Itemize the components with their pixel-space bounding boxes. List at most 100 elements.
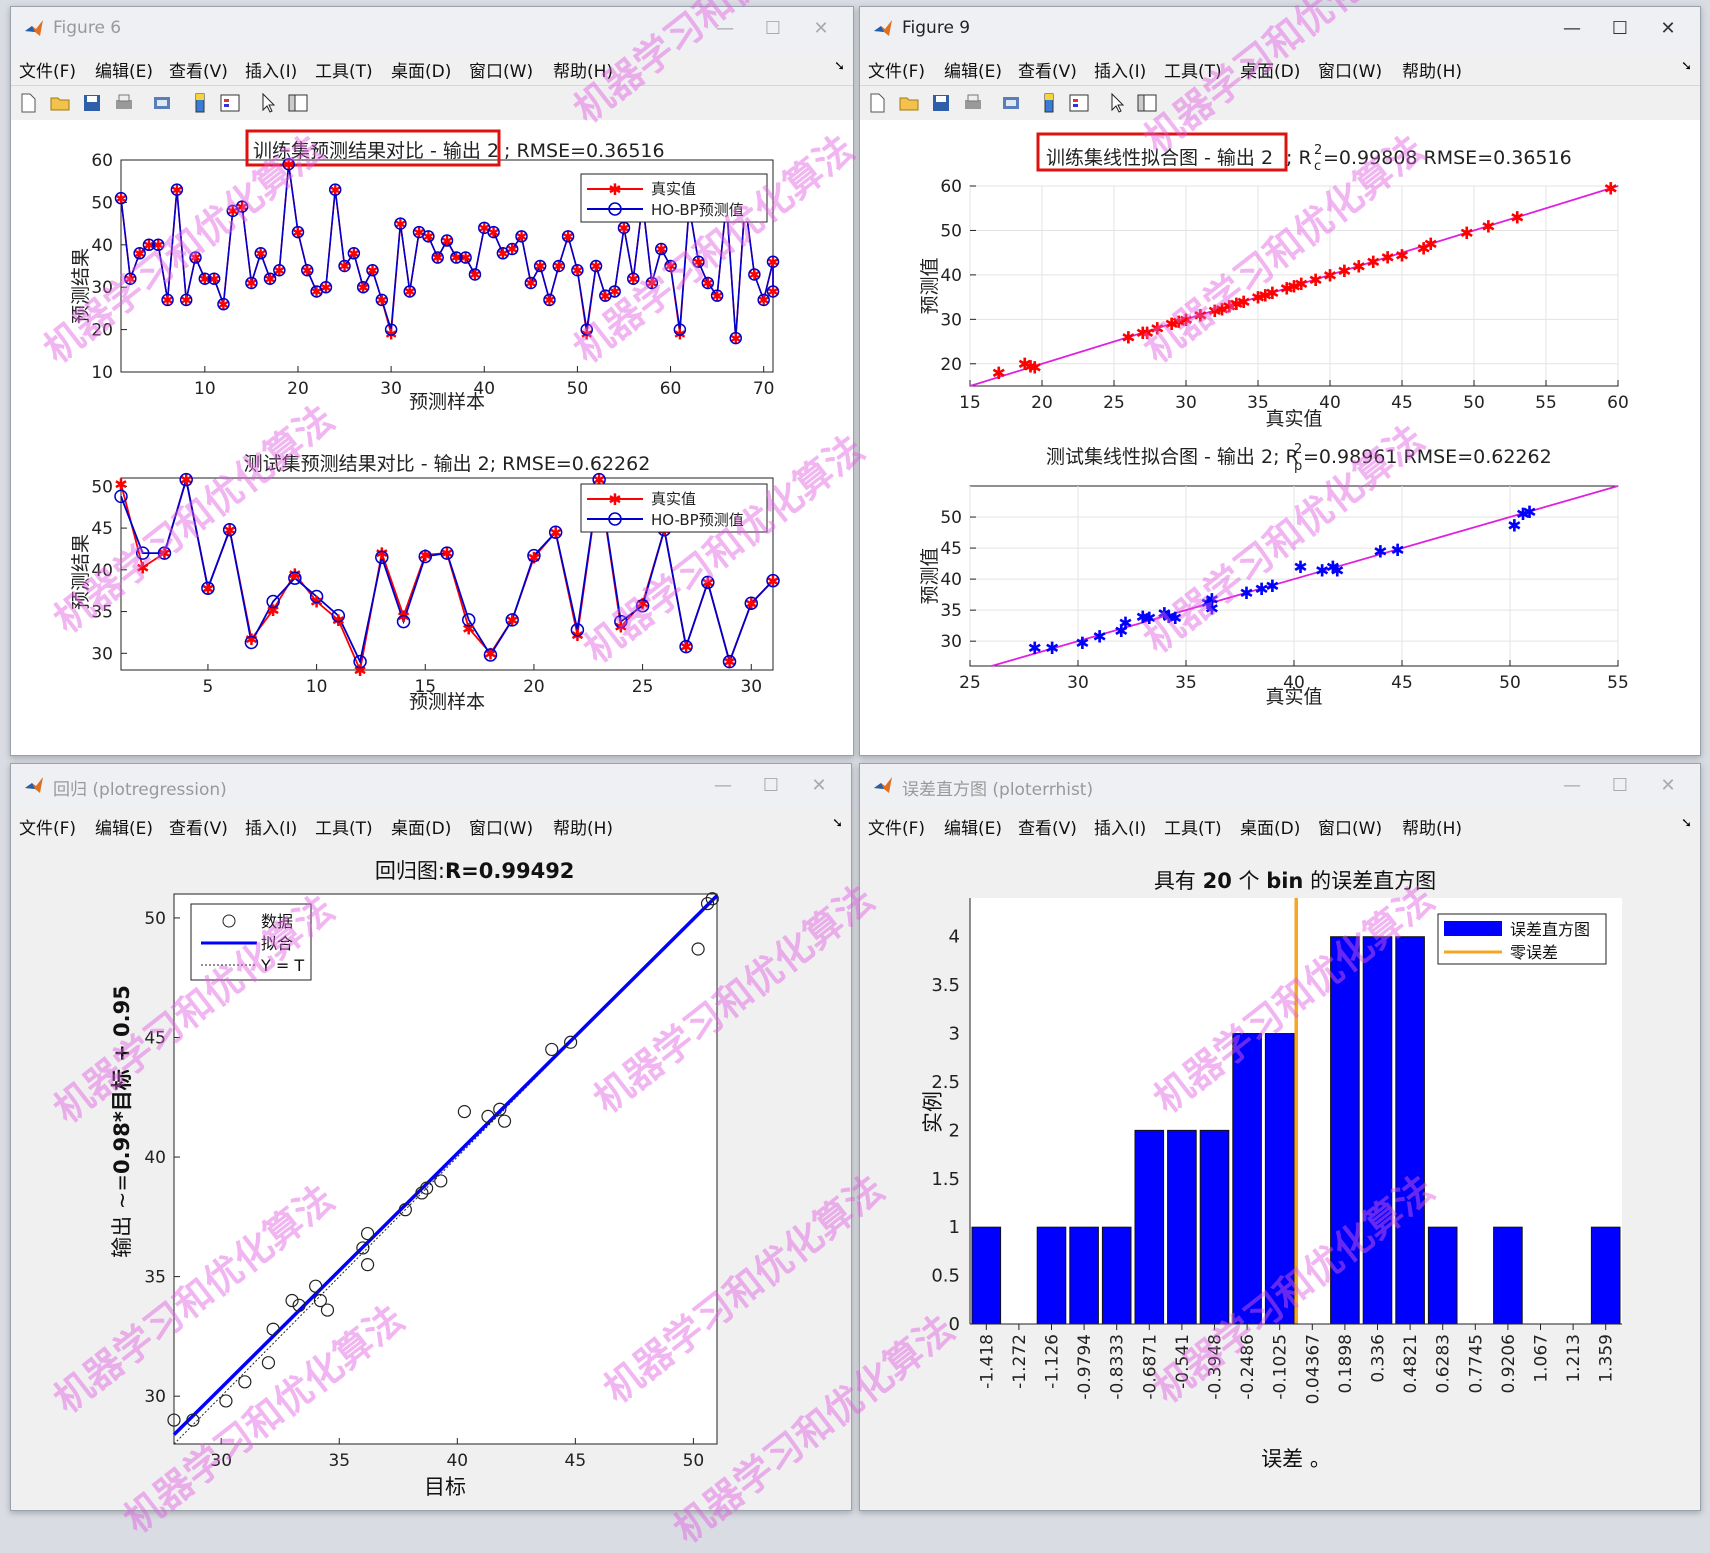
toolbar xyxy=(11,85,853,121)
menu-desktop[interactable]: 桌面(D) xyxy=(391,62,452,82)
menu-collapse-icon[interactable]: ➘ xyxy=(1681,59,1692,74)
menu-tools[interactable]: 工具(T) xyxy=(1164,819,1222,839)
colorbar-icon[interactable] xyxy=(1038,92,1060,114)
regression-legend: 数据 拟合 Y = T xyxy=(190,903,312,981)
pred-point xyxy=(375,550,389,565)
data-point xyxy=(285,1293,299,1308)
menu-tools[interactable]: 工具(T) xyxy=(315,62,373,82)
save-icon[interactable] xyxy=(81,92,103,114)
menu-window[interactable]: 窗口(W) xyxy=(1318,62,1383,82)
menu-edit[interactable]: 编辑(E) xyxy=(95,819,154,839)
regression-titlebar[interactable]: 回归 (plotregression) — ☐ ✕ xyxy=(11,764,851,808)
minimize-icon[interactable]: — xyxy=(1563,775,1581,796)
menu-help[interactable]: 帮助(H) xyxy=(1402,62,1463,82)
menu-collapse-icon[interactable]: ➘ xyxy=(1681,816,1692,831)
menu-view[interactable]: 查看(V) xyxy=(169,62,228,82)
menu-collapse-icon[interactable]: ➘ xyxy=(832,816,843,831)
figure6-titlebar[interactable]: Figure 6 — ☐ ✕ xyxy=(11,7,853,51)
open-folder-icon[interactable] xyxy=(49,92,71,114)
maximize-icon[interactable]: ☐ xyxy=(1611,18,1629,39)
regression-window[interactable]: 回归 (plotregression) — ☐ ✕ 文件(F) 编辑(E) 查看… xyxy=(10,763,852,1511)
test-title: 测试集线性拟合图 - 输出 2; R xyxy=(1046,446,1299,468)
histogram-bar xyxy=(1036,1226,1067,1325)
menu-file[interactable]: 文件(F) xyxy=(868,819,926,839)
menu-edit[interactable]: 编辑(E) xyxy=(944,62,1003,82)
pred-point xyxy=(347,247,361,260)
maximize-icon[interactable]: ☐ xyxy=(1611,775,1629,796)
figure9-titlebar[interactable]: Figure 9 — ☐ ✕ xyxy=(860,7,1700,51)
colorbar-icon[interactable] xyxy=(189,92,211,114)
menu-view[interactable]: 查看(V) xyxy=(1018,62,1077,82)
menu-tools[interactable]: 工具(T) xyxy=(315,819,373,839)
close-icon[interactable]: ✕ xyxy=(1660,18,1676,39)
save-icon[interactable] xyxy=(930,92,952,114)
histogram-legend: 误差直方图 零误差 xyxy=(1437,913,1607,965)
data-point: ✱ xyxy=(1330,561,1344,581)
histogram-plot: 具有 20 个 bin 的误差直方图 4 3.5 3 2.5 2 1.5 1 0.5 0 -1.4… xyxy=(921,869,1622,1471)
menu-file[interactable]: 文件(F) xyxy=(19,62,77,82)
legend-icon[interactable] xyxy=(1068,92,1090,114)
property-editor-icon[interactable] xyxy=(1136,92,1158,114)
menu-desktop[interactable]: 桌面(D) xyxy=(1240,819,1301,839)
open-folder-icon[interactable] xyxy=(898,92,920,114)
menu-insert[interactable]: 插入(I) xyxy=(245,62,298,82)
pointer-icon[interactable] xyxy=(257,92,279,114)
minimize-icon[interactable]: — xyxy=(716,18,734,39)
histogram-bar xyxy=(1264,1033,1295,1325)
data-point xyxy=(497,1114,512,1128)
test-title: 测试集预测结果对比 - 输出 2; RMSE=0.62262 xyxy=(244,453,651,475)
regression-ylabel: 输出 ~= xyxy=(110,1174,134,1258)
menu-help[interactable]: 帮助(H) xyxy=(553,62,614,82)
menu-insert[interactable]: 插入(I) xyxy=(245,819,298,839)
menu-insert[interactable]: 插入(I) xyxy=(1094,62,1147,82)
menu-insert[interactable]: 插入(I) xyxy=(1094,819,1147,839)
histogram-titlebar[interactable]: 误差直方图 (ploterrhist) — ☐ ✕ xyxy=(860,764,1700,808)
print-preview-icon[interactable] xyxy=(151,92,173,114)
print-icon[interactable] xyxy=(962,92,984,114)
menu-window[interactable]: 窗口(W) xyxy=(469,62,534,82)
pred-point xyxy=(570,623,585,637)
menu-desktop[interactable]: 桌面(D) xyxy=(1240,62,1301,82)
menu-desktop[interactable]: 桌面(D) xyxy=(391,819,452,839)
menu-file[interactable]: 文件(F) xyxy=(19,819,77,839)
data-point: ✱ xyxy=(1236,293,1250,313)
close-icon[interactable]: ✕ xyxy=(1660,775,1676,796)
menu-edit[interactable]: 编辑(E) xyxy=(95,62,154,82)
x-tick-label: 45 xyxy=(1391,393,1413,413)
menu-help[interactable]: 帮助(H) xyxy=(553,819,614,839)
svg-text:真实值: 真实值 xyxy=(651,490,696,508)
pred-point xyxy=(608,285,621,298)
data-point: ✱ xyxy=(1507,517,1521,537)
menu-file[interactable]: 文件(F) xyxy=(868,62,926,82)
menu-view[interactable]: 查看(V) xyxy=(1018,819,1077,839)
legend-icon[interactable] xyxy=(219,92,241,114)
menu-view[interactable]: 查看(V) xyxy=(169,819,228,839)
menu-window[interactable]: 窗口(W) xyxy=(1318,819,1383,839)
print-preview-icon[interactable] xyxy=(1000,92,1022,114)
menu-window[interactable]: 窗口(W) xyxy=(469,819,534,839)
histogram-window[interactable]: 误差直方图 (ploterrhist) — ☐ ✕ 文件(F) 编辑(E) 查看… xyxy=(859,763,1701,1511)
print-icon[interactable] xyxy=(113,92,135,114)
minimize-icon[interactable]: — xyxy=(714,775,732,796)
pred-point xyxy=(189,251,202,264)
property-editor-icon[interactable] xyxy=(287,92,309,114)
pointer-icon[interactable] xyxy=(1106,92,1128,114)
x-tick-label: 30 xyxy=(210,1451,232,1471)
menu-tools[interactable]: 工具(T) xyxy=(1164,62,1222,82)
menu-help[interactable]: 帮助(H) xyxy=(1402,819,1463,839)
pred-point xyxy=(701,276,715,290)
close-icon[interactable]: ✕ xyxy=(811,775,827,796)
title-highlight-box xyxy=(1036,132,1288,172)
maximize-icon[interactable]: ☐ xyxy=(764,18,782,39)
svg-text:✱: ✱ xyxy=(608,490,621,509)
figure9-window[interactable]: Figure 9 — ☐ ✕ 文件(F) 编辑(E) 查看(V) 插入(I) 工… xyxy=(859,6,1701,756)
menu-edit[interactable]: 编辑(E) xyxy=(944,819,1003,839)
menu-collapse-icon[interactable]: ➘ xyxy=(834,59,845,74)
new-file-icon[interactable] xyxy=(17,92,39,114)
maximize-icon[interactable]: ☐ xyxy=(762,775,780,796)
minimize-icon[interactable]: — xyxy=(1563,18,1581,39)
new-file-icon[interactable] xyxy=(866,92,888,114)
close-icon[interactable]: ✕ xyxy=(813,18,829,39)
y-tick-label: 30 xyxy=(940,310,962,330)
figure6-window[interactable]: Figure 6 — ☐ ✕ 文件(F) 编辑(E) 查看(V) 插入(I) 工… xyxy=(10,6,854,756)
